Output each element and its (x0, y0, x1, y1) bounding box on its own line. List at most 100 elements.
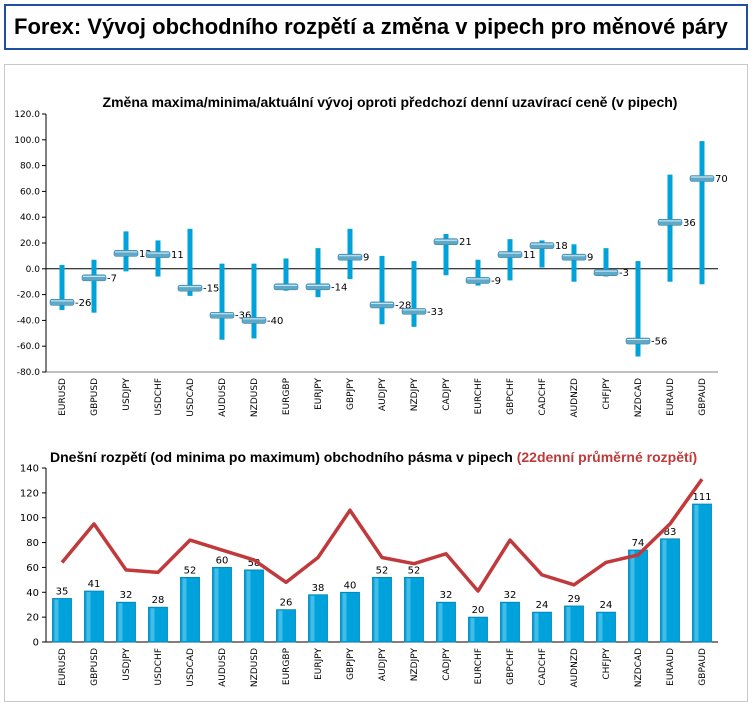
chart1-current-marker (81, 274, 107, 282)
chart1-x-tick-label: USDJPY (122, 378, 132, 411)
chart2-y-tick-label: 60 (26, 563, 39, 574)
chart2-x-tick-label: EURGBP (282, 647, 292, 685)
chart2-x-tick-label: GBPUSD (90, 648, 100, 686)
chart1-x-tick-label: USDCHF (154, 378, 164, 415)
chart1-y-tick-label: 0.0 (26, 265, 41, 275)
chart2-y-tick-label: 120 (20, 488, 39, 499)
chart1-current-marker (241, 317, 267, 324)
chart1-range-bar (507, 239, 513, 281)
chart2-bar-highlight (342, 593, 347, 641)
chart1-x-tick-label: NZDUSD (250, 378, 260, 417)
chart1-x-tick-label: EURAUD (666, 378, 676, 416)
page-title: Forex: Vývoj obchodního rozpětí a změna … (14, 14, 728, 39)
chart2-bar-highlight (246, 570, 251, 641)
chart2-x-tick-label: CADJPY (442, 648, 452, 681)
chart1-data-label: -40 (267, 316, 283, 327)
chart1-range-bar (187, 228, 193, 296)
chart1-range-bar (699, 141, 705, 285)
chart2-x-tick-label: GBPJPY (346, 648, 356, 680)
chart2-data-label: 32 (120, 590, 133, 601)
chart2-data-label: 38 (312, 583, 325, 594)
chart1-x-tick-label: CADJPY (442, 378, 452, 411)
chart1-x-tick-label: NZDJPY (410, 378, 420, 412)
chart2-y-tick-label: 40 (26, 588, 39, 599)
chart2-x-tick-label: CADCHF (538, 648, 548, 686)
chart2-bar-highlight (630, 551, 635, 641)
chart1-data-label: -26 (75, 298, 91, 309)
chart1-x-tick-label: GBPCHF (506, 378, 516, 415)
chart1-x-tick-label: AUDNZD (570, 378, 580, 418)
chart1-y-tick-label: 20.0 (20, 239, 40, 249)
chart1-range-bar (635, 261, 641, 357)
chart2-data-label: 41 (88, 579, 101, 590)
chart1-y-tick-label: 120.0 (14, 110, 40, 120)
chart1-current-marker (305, 283, 331, 291)
chart2-x-tick-label: USDCAD (186, 648, 196, 687)
chart1-data-label: -36 (235, 311, 251, 322)
chart2-x-tick-label: USDCHF (154, 648, 164, 685)
chart1-y-tick-label: 40.0 (20, 213, 40, 223)
chart2-x-tick-label: EURCHF (474, 648, 484, 684)
chart1-range-bar (667, 174, 673, 282)
chart1-y-tick-label: 60.0 (20, 187, 40, 197)
chart1-y-tick-label: -40.0 (17, 316, 41, 326)
chart2-bar-highlight (118, 603, 123, 641)
chart1-data-label: -9 (491, 276, 501, 287)
chart2-bar-highlight (150, 608, 155, 641)
chart1-current-marker (689, 175, 715, 182)
chart1-current-marker (369, 301, 395, 309)
chart2-bar-highlight (694, 505, 699, 641)
chart2-data-label: 58 (248, 558, 261, 569)
chart1-data-label: 36 (683, 218, 696, 229)
chart2-x-tick-label: EURUSD (58, 648, 68, 686)
chart2-average-line (60, 478, 704, 593)
chart2-x-tick-label: NZDCAD (634, 648, 644, 687)
chart2-title-main: Dnešní rozpětí (od minima po maximum) ob… (50, 449, 513, 465)
chart1-x-tick-label: EURCHF (474, 378, 484, 414)
chart2-data-label: 60 (216, 555, 229, 566)
chart1-range-bar (315, 248, 321, 298)
chart2-data-label: 26 (280, 598, 293, 609)
chart2-data-label: 32 (504, 590, 517, 601)
chart2-bar-highlight (374, 578, 379, 641)
chart1-x-tick-label: NZDCAD (634, 378, 644, 417)
chart1-data-label: 9 (587, 253, 593, 264)
chart2-bar-highlight (54, 599, 59, 641)
chart2-data-label: 35 (56, 587, 69, 598)
chart1-data-label: -7 (107, 273, 117, 284)
chart1-current-marker (337, 253, 363, 261)
chart1-range-bar (251, 263, 257, 339)
chart2-data-label: 32 (440, 590, 453, 601)
chart2-bar-highlight (534, 613, 539, 641)
chart2-data-label: 52 (376, 565, 389, 576)
chart1-x-tick-label: USDCAD (186, 378, 196, 417)
chart1-data-label: -14 (331, 282, 347, 293)
chart1-current-marker (177, 284, 203, 292)
chart2-bar-highlight (598, 613, 603, 641)
chart1-range-bar (475, 259, 481, 286)
chart1-y-tick-label: 100.0 (14, 136, 40, 146)
chart1-x-tick-label: GBPJPY (346, 378, 356, 410)
chart1-range-bar (379, 255, 385, 325)
chart2-bar-highlight (502, 603, 507, 641)
chart2-data-label: 111 (692, 492, 711, 503)
chart1-x-tick-label: CADCHF (538, 378, 548, 416)
chart2-x-tick-label: CHFJPY (602, 648, 612, 680)
chart2-x-tick-label: AUDUSD (218, 648, 228, 687)
chart1-current-marker (497, 251, 523, 258)
chart2-data-label: 24 (536, 600, 549, 611)
chart2-x-tick-label: AUDNZD (570, 648, 580, 688)
chart2-data-label: 74 (632, 538, 645, 549)
chart1-range-bar (219, 263, 225, 340)
chart2-x-tick-label: NZDUSD (250, 648, 260, 687)
chart2-x-tick-label: EURAUD (666, 648, 676, 686)
chart2-bar-highlight (86, 592, 91, 641)
chart2-y-tick-label: 140 (20, 464, 39, 475)
chart1-data-label: 11 (171, 250, 184, 261)
chart2-bar-highlight (182, 578, 187, 641)
chart1-y-tick-label: -20.0 (17, 291, 41, 301)
chart1-range-bar (603, 248, 609, 277)
chart2-bar-highlight (470, 618, 475, 641)
chart2-y-tick-label: 20 (26, 613, 39, 624)
chart1-x-tick-label: AUDJPY (378, 378, 388, 412)
